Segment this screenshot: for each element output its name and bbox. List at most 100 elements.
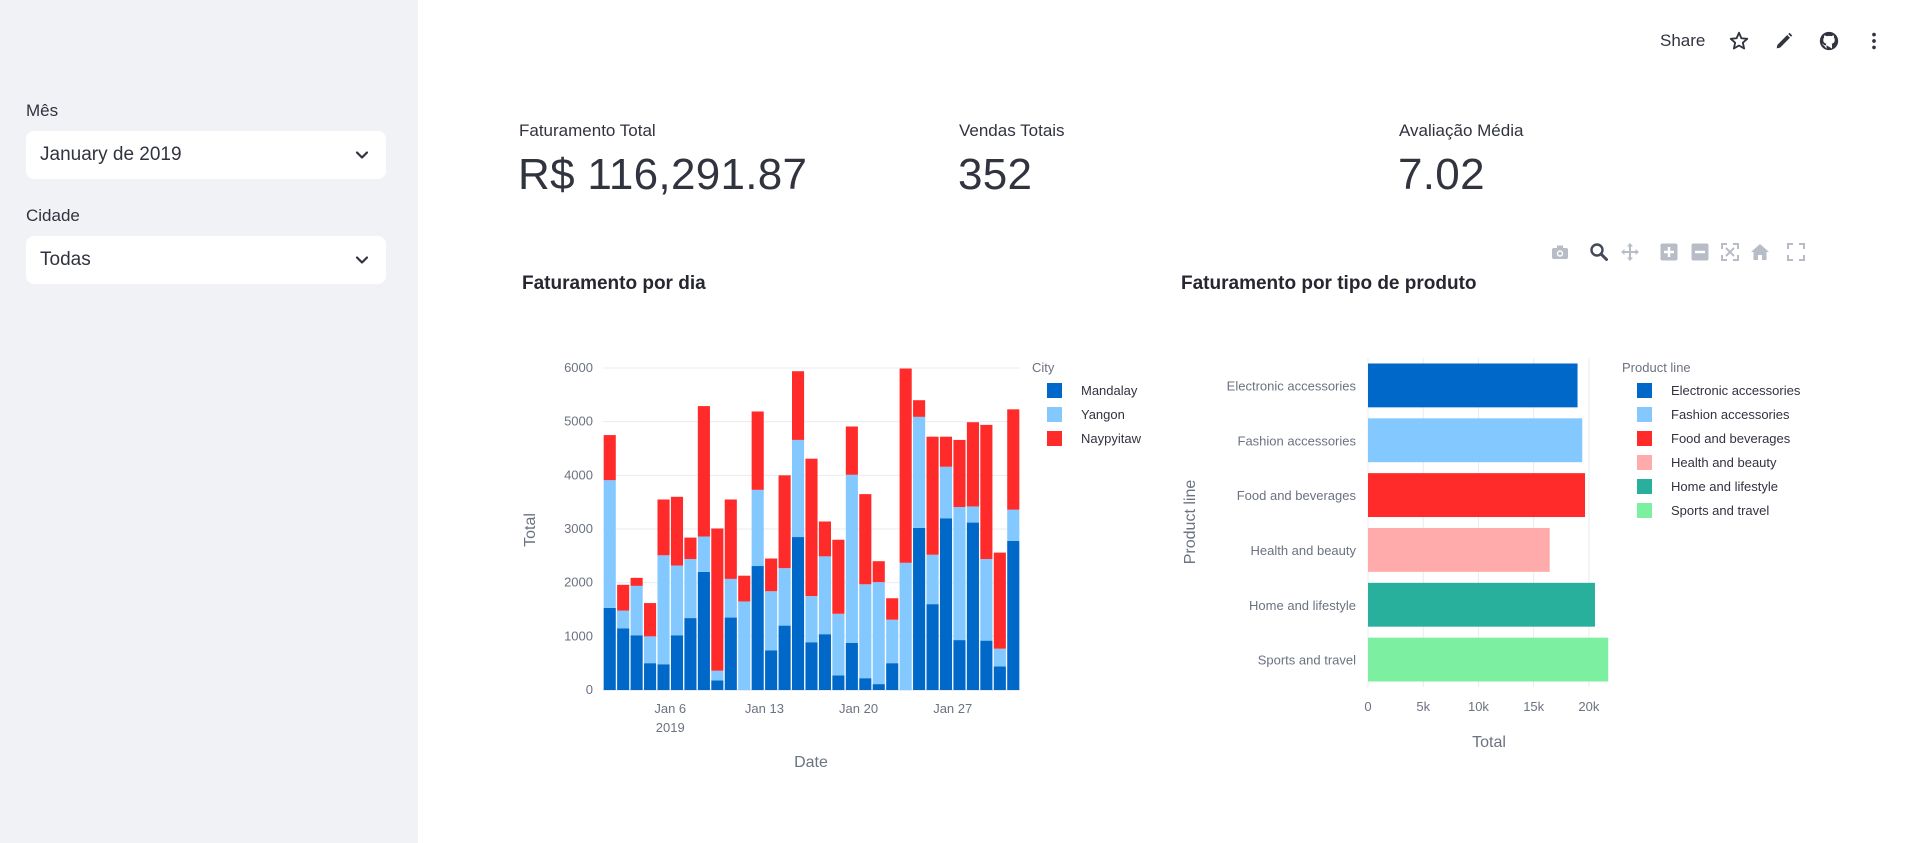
- daily-bar-segment[interactable]: [805, 642, 818, 690]
- daily-bar-segment[interactable]: [899, 368, 912, 563]
- product-legend-label[interactable]: Health and beauty: [1671, 455, 1777, 470]
- daily-bar-segment[interactable]: [953, 506, 966, 641]
- daily-bar-segment[interactable]: [939, 436, 953, 467]
- daily-bar-segment[interactable]: [913, 400, 926, 417]
- daily-bar-segment[interactable]: [859, 584, 872, 679]
- daily-bar-segment[interactable]: [778, 475, 791, 569]
- daily-bar-segment[interactable]: [939, 518, 953, 690]
- product-bar[interactable]: [1368, 582, 1595, 627]
- daily-bar-segment[interactable]: [670, 496, 684, 566]
- daily-bar-segment[interactable]: [657, 555, 670, 665]
- daily-bar-segment[interactable]: [711, 670, 724, 681]
- daily-bar-segment[interactable]: [899, 562, 912, 690]
- daily-bar-segment[interactable]: [980, 559, 993, 641]
- daily-bar-segment[interactable]: [711, 680, 724, 690]
- daily-bar-segment[interactable]: [657, 499, 670, 556]
- daily-bar-segment[interactable]: [791, 371, 805, 440]
- daily-legend-swatch[interactable]: [1047, 407, 1062, 422]
- daily-bar-segment[interactable]: [1007, 509, 1020, 541]
- daily-bar-segment[interactable]: [778, 568, 791, 626]
- product-legend-label[interactable]: Food and beverages: [1671, 431, 1791, 446]
- product-bar[interactable]: [1368, 637, 1609, 682]
- daily-bar-segment[interactable]: [711, 528, 724, 671]
- month-select[interactable]: January de 2019: [26, 131, 386, 179]
- daily-bar-segment[interactable]: [872, 582, 885, 685]
- daily-bar-segment[interactable]: [791, 439, 805, 538]
- daily-bar-segment[interactable]: [644, 663, 657, 690]
- product-legend-swatch[interactable]: [1637, 479, 1652, 494]
- zoom-in-icon[interactable]: [1659, 242, 1679, 262]
- autoscale-icon[interactable]: [1720, 242, 1740, 262]
- daily-legend-swatch[interactable]: [1047, 383, 1062, 398]
- daily-bar-segment[interactable]: [832, 675, 845, 690]
- daily-bar-segment[interactable]: [644, 636, 657, 664]
- github-icon[interactable]: [1818, 30, 1840, 52]
- product-legend-label[interactable]: Home and lifestyle: [1671, 479, 1778, 494]
- product-bar[interactable]: [1368, 473, 1586, 518]
- daily-bar-segment[interactable]: [805, 458, 818, 597]
- daily-bar-segment[interactable]: [657, 664, 670, 690]
- product-legend-label[interactable]: Sports and travel: [1671, 503, 1769, 518]
- daily-bar-segment[interactable]: [845, 426, 858, 475]
- daily-bar-segment[interactable]: [859, 678, 872, 690]
- daily-bar-segment[interactable]: [603, 435, 616, 481]
- daily-bar-segment[interactable]: [818, 556, 832, 635]
- daily-bar-segment[interactable]: [630, 635, 643, 690]
- daily-bar-segment[interactable]: [926, 554, 939, 605]
- daily-bar-segment[interactable]: [832, 613, 845, 676]
- product-bar[interactable]: [1368, 418, 1583, 463]
- daily-bar-segment[interactable]: [697, 571, 710, 690]
- daily-bar-segment[interactable]: [684, 618, 697, 690]
- daily-bar-segment[interactable]: [724, 617, 737, 690]
- daily-bar-segment[interactable]: [886, 663, 899, 690]
- product-legend-label[interactable]: Fashion accessories: [1671, 407, 1790, 422]
- daily-bar-segment[interactable]: [886, 598, 899, 620]
- product-revenue-chart[interactable]: 0 5k 10k 15k 20k Electronic accessories Fashio…: [1170, 350, 1890, 770]
- daily-bar-segment[interactable]: [926, 604, 939, 690]
- daily-bar-segment[interactable]: [953, 640, 966, 690]
- city-select[interactable]: Todas: [26, 236, 386, 284]
- daily-bar-segment[interactable]: [832, 539, 845, 614]
- daily-bar-segment[interactable]: [684, 537, 697, 560]
- daily-revenue-chart[interactable]: 0 1000 2000 3000 4000 5000 6000 Jan 6 Jan 13 Jan …: [510, 350, 1180, 780]
- daily-bar-segment[interactable]: [980, 424, 993, 560]
- product-legend-label[interactable]: Electronic accessories: [1671, 383, 1801, 398]
- camera-icon[interactable]: [1550, 242, 1570, 262]
- daily-bar-segment[interactable]: [845, 474, 858, 643]
- daily-bar-segment[interactable]: [617, 584, 630, 611]
- daily-legend-swatch[interactable]: [1047, 431, 1062, 446]
- daily-bar-segment[interactable]: [670, 565, 684, 636]
- daily-bar-segment[interactable]: [778, 625, 791, 690]
- product-legend-swatch[interactable]: [1637, 431, 1652, 446]
- daily-bar-segment[interactable]: [993, 666, 1006, 690]
- product-bar[interactable]: [1368, 363, 1578, 408]
- daily-bar-segment[interactable]: [966, 506, 979, 523]
- daily-bar-segment[interactable]: [818, 634, 832, 690]
- daily-bar-segment[interactable]: [738, 575, 751, 602]
- daily-bar-segment[interactable]: [966, 422, 979, 507]
- daily-bar-segment[interactable]: [1007, 409, 1020, 510]
- daily-legend-label[interactable]: Mandalay: [1081, 383, 1138, 398]
- star-icon[interactable]: [1728, 30, 1750, 52]
- daily-bar-segment[interactable]: [697, 406, 710, 537]
- product-legend-swatch[interactable]: [1637, 407, 1652, 422]
- daily-bar-segment[interactable]: [765, 650, 778, 690]
- daily-bar-segment[interactable]: [791, 537, 805, 690]
- daily-bar-segment[interactable]: [617, 628, 630, 690]
- daily-bar-segment[interactable]: [980, 640, 993, 690]
- daily-bar-segment[interactable]: [993, 552, 1006, 649]
- daily-bar-segment[interactable]: [738, 601, 751, 690]
- daily-bar-segment[interactable]: [872, 684, 885, 690]
- daily-bar-segment[interactable]: [697, 536, 710, 572]
- daily-bar-segment[interactable]: [724, 578, 737, 618]
- daily-bar-segment[interactable]: [953, 439, 966, 507]
- daily-bar-segment[interactable]: [603, 480, 616, 608]
- daily-bar-segment[interactable]: [872, 561, 885, 583]
- more-vert-icon[interactable]: [1863, 30, 1885, 52]
- pan-icon[interactable]: [1620, 242, 1640, 262]
- daily-bar-segment[interactable]: [751, 489, 764, 567]
- daily-bar-segment[interactable]: [630, 577, 643, 586]
- daily-legend-label[interactable]: Naypyitaw: [1081, 431, 1142, 446]
- daily-bar-segment[interactable]: [765, 591, 778, 651]
- daily-bar-segment[interactable]: [670, 635, 684, 690]
